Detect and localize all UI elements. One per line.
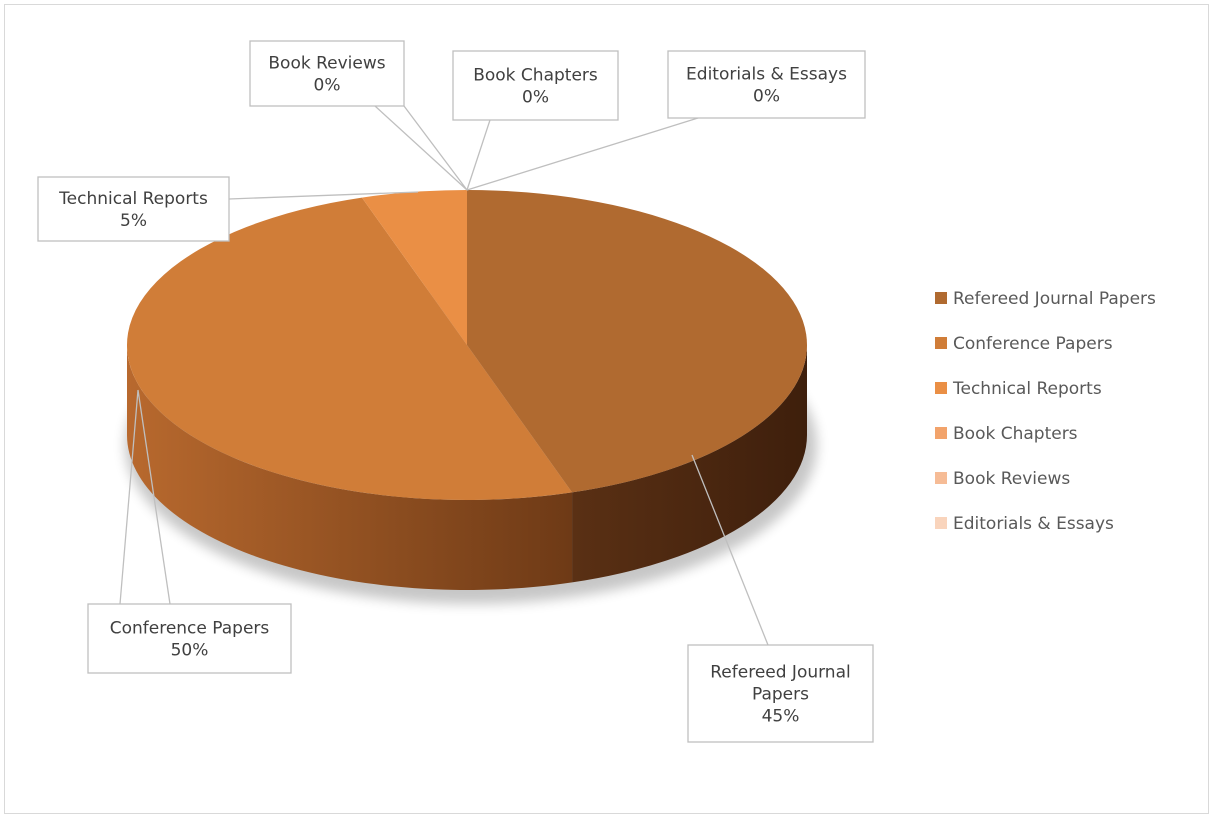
- data-label-category: Papers: [752, 685, 809, 705]
- leader-line-technical-reports: [228, 191, 419, 200]
- pie-side-refereed-journal-papers: [572, 345, 807, 583]
- data-label-value: 45%: [762, 707, 800, 727]
- pie-slice-conference-papers: [126, 197, 573, 501]
- data-label-box: [249, 40, 405, 107]
- data-label-box: [37, 176, 230, 242]
- leader-line-refereed-journal-papers: [691, 454, 769, 646]
- legend-item-conference-papers: Conference Papers: [935, 334, 1113, 354]
- data-label-category: Editorials & Essays: [686, 65, 847, 85]
- legend-item-technical-reports: Technical Reports: [935, 379, 1102, 399]
- data-label-value: 5%: [120, 211, 147, 231]
- legend-swatch: [935, 337, 947, 349]
- data-label-category: Refereed Journal: [710, 663, 850, 683]
- legend-label: Conference Papers: [953, 334, 1113, 354]
- data-label-category: Conference Papers: [110, 619, 270, 639]
- pie-side-conference-papers: [127, 345, 573, 590]
- data-label-value: 50%: [171, 641, 209, 661]
- data-label-value: 0%: [753, 87, 780, 107]
- legend-item-refereed-journal-papers: Refereed Journal Papers: [935, 289, 1156, 309]
- data-label-box: [667, 50, 866, 119]
- data-label-category: Book Chapters: [473, 66, 598, 86]
- data-label-category: Technical Reports: [58, 189, 208, 209]
- legend-swatch: [935, 382, 947, 394]
- legend: Refereed Journal Papers Conference Papers…: [935, 289, 1156, 534]
- legend-item-book-chapters: Book Chapters: [935, 424, 1078, 444]
- data-label-category: Book Reviews: [268, 54, 385, 74]
- legend-label: Technical Reports: [952, 379, 1102, 399]
- leader-line-book-chapters: [466, 119, 491, 191]
- data-label-box: [452, 50, 619, 121]
- legend-item-editorials-and-essays: Editorials & Essays: [935, 514, 1114, 534]
- legend-swatch: [935, 292, 947, 304]
- data-label-box: [87, 603, 292, 674]
- pie-slice-technical-reports: [361, 190, 467, 345]
- legend-swatch: [935, 517, 947, 529]
- leader-line-editorials-and-essays: [466, 117, 699, 191]
- legend-label: Book Reviews: [953, 469, 1070, 489]
- legend-label: Book Chapters: [953, 424, 1078, 444]
- pie-slice-refereed-journal-papers: [467, 190, 807, 493]
- legend-label: Refereed Journal Papers: [953, 289, 1156, 309]
- data-label-value: 0%: [314, 76, 341, 96]
- data-label-box: [687, 644, 874, 743]
- legend-item-book-reviews: Book Reviews: [935, 469, 1070, 489]
- legend-swatch: [935, 472, 947, 484]
- legend-label: Editorials & Essays: [953, 514, 1114, 534]
- leader-line-conference-papers: [119, 389, 171, 605]
- data-label-value: 0%: [522, 88, 549, 108]
- legend-swatch: [935, 427, 947, 439]
